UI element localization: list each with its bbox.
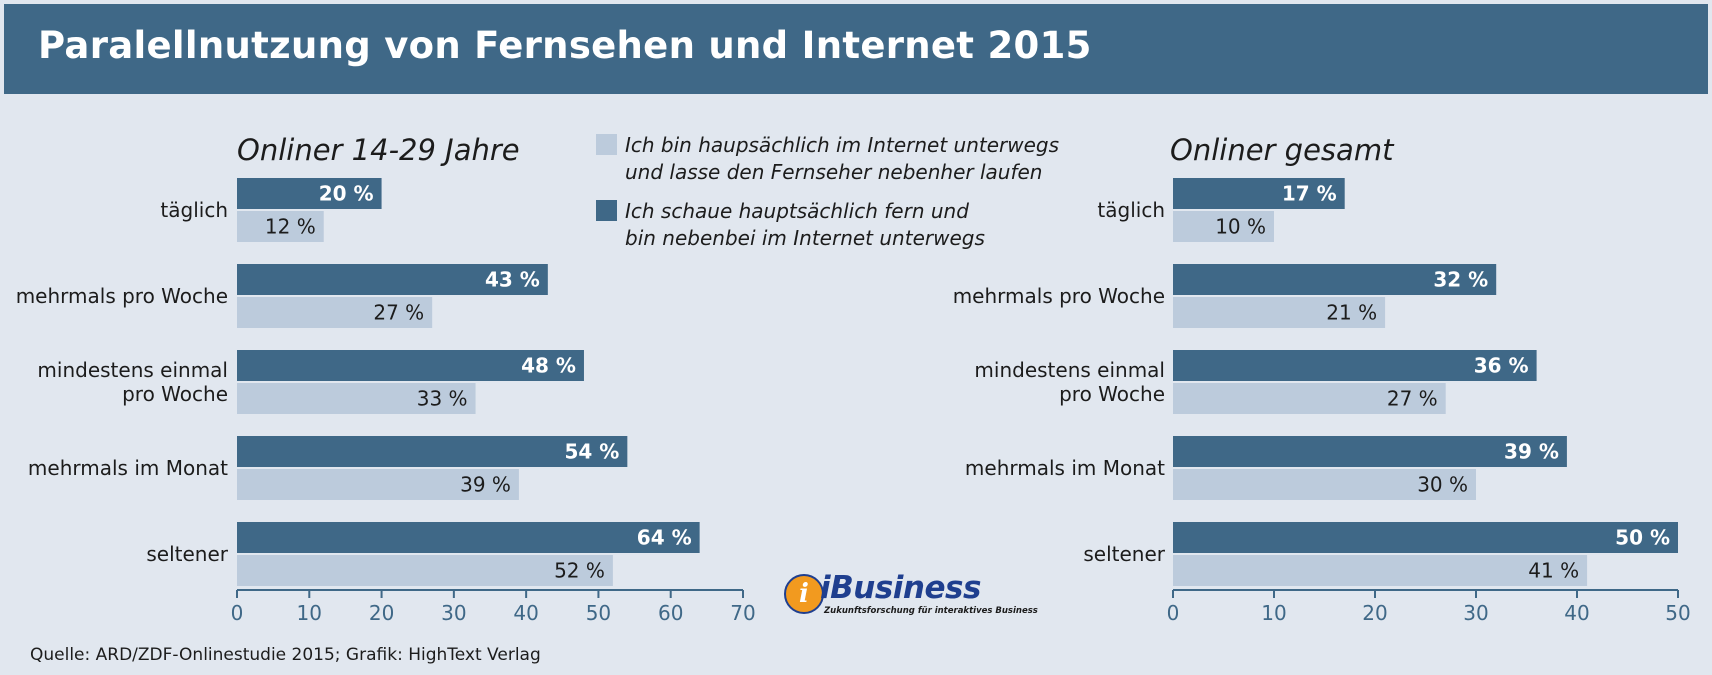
young-light-bar [237,383,476,414]
young-dark-bar [237,436,628,467]
young-x-tick-label: 30 [441,601,466,625]
young-dark-bar [237,264,548,295]
young-x-tick-label: 20 [369,601,394,625]
total-value-label: 10 % [1215,215,1266,239]
logo-tagline: Zukunftsforschung für interaktives Busin… [824,606,1038,616]
legend-label: Ich bin haupsächlich im Internet unterwe… [625,133,1059,157]
total-category-label: pro Woche [1059,382,1165,406]
young-x-tick-label: 70 [730,601,755,625]
total-category-label: mindestens einmal [974,358,1165,382]
total-light-bar [1173,383,1446,414]
total-x-tick-label: 0 [1167,601,1180,625]
legend-label: und lasse den Fernseher nebenher laufen [625,160,1042,184]
source-note: Quelle: ARD/ZDF-Onlinestudie 2015; Grafi… [30,645,541,665]
young-category-label: mindestens einmal [37,358,228,382]
young-x-tick-label: 0 [231,601,244,625]
total-dark-bar [1173,350,1537,381]
young-value-label: 39 % [460,473,511,497]
total-dark-bar [1173,264,1497,295]
young-light-bar [237,211,324,242]
total-value-label: 36 % [1474,354,1529,378]
young-value-label: 64 % [637,526,692,550]
ibusiness-logo: i iBusiness Zukunftsforschung für intera… [780,570,1038,618]
logo-name: iBusiness [820,570,981,606]
total-light-bar [1173,211,1274,242]
header-bar: Paralellnutzung von Fernsehen und Intern… [4,4,1708,94]
total-chart-title: Onliner gesamt [1170,133,1395,167]
total-light-bar [1173,555,1588,586]
total-x-tick-label: 20 [1362,601,1387,625]
young-category-label: täglich [160,198,228,222]
young-x-tick-label: 10 [297,601,322,625]
young-category-label: mehrmals pro Woche [16,284,228,308]
young-value-label: 27 % [373,301,424,325]
young-category-label: pro Woche [122,382,228,406]
total-value-label: 39 % [1504,440,1559,464]
total-value-label: 41 % [1528,559,1579,583]
young-light-bar [237,469,519,500]
legend-label: Ich schaue hauptsächlich fern und [625,199,969,223]
young-value-label: 33 % [417,387,468,411]
total-value-label: 32 % [1433,268,1488,292]
total-dark-bar [1173,178,1345,209]
legend-label: bin nebenbei im Internet unterwegs [625,226,985,250]
young-x-tick-label: 60 [658,601,683,625]
young-value-label: 43 % [485,268,540,292]
young-category-label: seltener [146,542,228,566]
total-category-label: täglich [1097,198,1165,222]
young-dark-bar [237,178,382,209]
total-value-label: 30 % [1417,473,1468,497]
legend-swatch [596,200,617,221]
young-category-label: mehrmals im Monat [28,456,228,480]
young-value-label: 12 % [265,215,316,239]
legend-swatch [596,134,617,155]
young-value-label: 20 % [319,182,374,206]
young-value-label: 54 % [564,440,619,464]
total-value-label: 27 % [1387,387,1438,411]
total-dark-bar [1173,522,1678,553]
total-x-tick-label: 10 [1261,601,1286,625]
total-x-tick-label: 40 [1564,601,1589,625]
young-dark-bar [237,350,584,381]
young-x-tick-label: 40 [513,601,538,625]
total-category-label: mehrmals im Monat [965,456,1165,480]
young-light-bar [237,555,613,586]
total-value-label: 21 % [1326,301,1377,325]
total-dark-bar [1173,436,1567,467]
young-value-label: 48 % [521,354,576,378]
total-light-bar [1173,297,1386,328]
total-x-tick-label: 50 [1665,601,1690,625]
total-category-label: seltener [1083,542,1165,566]
young-dark-bar [237,522,700,553]
total-light-bar [1173,469,1476,500]
young-light-bar [237,297,433,328]
total-value-label: 17 % [1282,182,1337,206]
young-x-tick-label: 50 [586,601,611,625]
young-chart-title: Onliner 14-29 Jahre [237,133,520,167]
page-title: Paralellnutzung von Fernsehen und Intern… [38,24,1092,67]
total-x-tick-label: 30 [1463,601,1488,625]
young-value-label: 52 % [554,559,605,583]
total-category-label: mehrmals pro Woche [953,284,1165,308]
logo-i-icon: i [784,574,824,614]
total-value-label: 50 % [1615,526,1670,550]
